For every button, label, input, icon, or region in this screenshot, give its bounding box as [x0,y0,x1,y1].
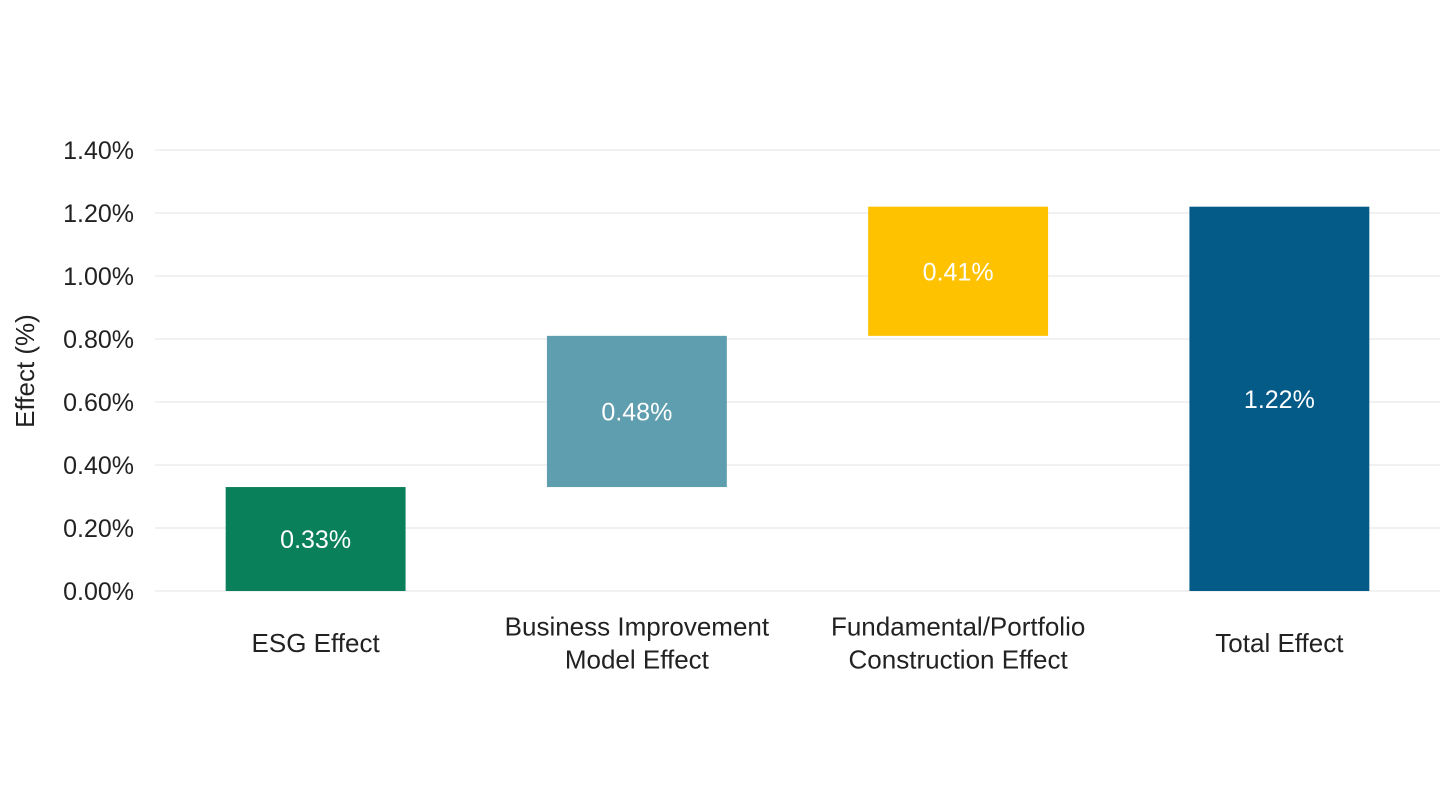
x-category-label: Total Effect [1215,628,1344,658]
y-tick-label: 0.60% [63,389,134,417]
bar [1189,206,1370,591]
y-tick-label: 1.00% [63,263,134,291]
y-tick-label: 0.00% [63,578,134,606]
category-label-line: Total Effect [1215,628,1344,658]
bar-value-label: 1.22% [1244,386,1315,414]
x-category-label: Fundamental/Portfolio Construction Effect [831,612,1085,675]
y-tick-label: 0.40% [63,452,134,480]
y-tick-label: 1.40% [63,137,134,165]
x-category-label: Business Improvement Model Effect [505,612,770,675]
category-label-line: Model Effect [565,645,710,675]
category-label-line: Fundamental/Portfolio [831,612,1085,642]
x-category-label: ESG Effect [252,628,381,658]
y-tick-label: 0.20% [63,515,134,543]
category-label-line: ESG Effect [252,628,381,658]
bar-value-label: 0.41% [923,258,994,286]
y-axis-title: Effect (%) [10,314,40,428]
bar [868,206,1049,336]
x-category-labels: ESG Effect Business Improvement Model Effe… [252,612,1345,675]
bar-value-label: 0.33% [280,526,351,554]
bars: 0.33% 0.48% 0.41% 1.22% [225,206,1370,591]
y-tick-label: 0.80% [63,326,134,354]
y-tick-label: 1.20% [63,200,134,228]
y-tick-labels: 0.00% 0.20% 0.40% 0.60% 0.80% 1.00% 1.20% 1.40% [63,137,134,606]
category-label-line: Construction Effect [849,645,1069,675]
category-label-line: Business Improvement [505,612,770,642]
bar [546,335,727,488]
bar [225,487,406,591]
bar-value-label: 0.48% [601,398,672,426]
